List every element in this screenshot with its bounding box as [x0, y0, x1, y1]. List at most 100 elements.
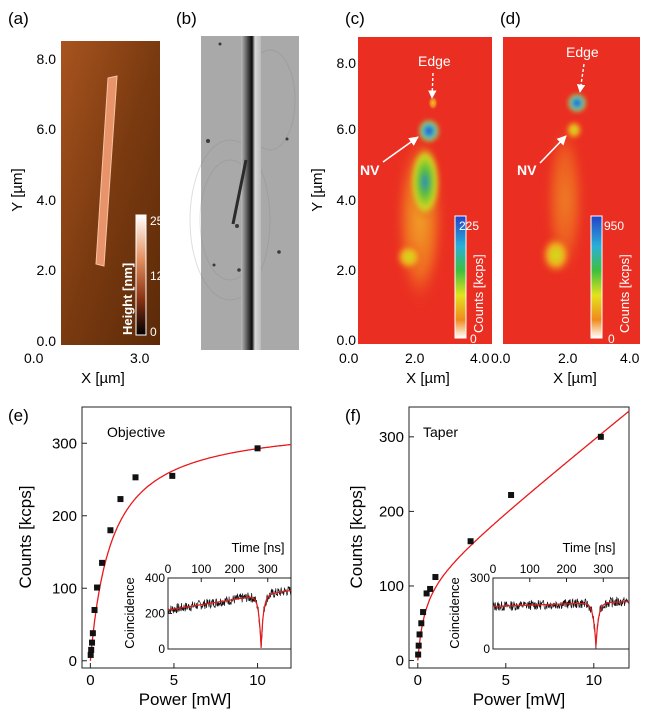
f-xtick-label: 10 — [585, 672, 602, 689]
c-ytick: 2.0 — [337, 262, 357, 278]
panel-b-label: (b) — [176, 9, 197, 28]
c-xtick: 2.0 — [405, 350, 425, 366]
e-xtick-label: 10 — [249, 672, 266, 689]
f-data-point — [423, 590, 430, 597]
e-ylabel: Counts [kcps] — [16, 486, 35, 589]
d-cb-title: Counts [kcps] — [617, 254, 632, 333]
pl-map-d-features — [540, 93, 587, 280]
e-xtick-label: 0 — [86, 672, 94, 689]
pl-map-c-features — [395, 96, 445, 310]
c-cb-tick-max: 225 — [459, 219, 479, 233]
afm-cb-tick-125: 125 — [150, 269, 170, 283]
e-data-point — [88, 646, 95, 653]
d-cb-tick-min: 0 — [608, 332, 615, 346]
afm-cb-title: Height [nm] — [120, 263, 135, 335]
panel-c: (c) 225 0 Counts [kcps] Edge NV 8.0 6.0 … — [309, 9, 492, 387]
panel-c-label: (c) — [345, 9, 365, 28]
f-ytick-label: 200 — [379, 503, 404, 520]
afm-cb-tick-0: 0 — [150, 325, 157, 339]
e-inset-plot: 0 100 200 300 0 200 400 — [145, 562, 292, 656]
f-data-point — [508, 491, 515, 498]
f-fit-line — [417, 410, 630, 661]
c-edge-label: Edge — [418, 53, 451, 69]
e-data-point — [89, 630, 96, 637]
e-inset-ytick-label: 0 — [158, 642, 165, 656]
panel-a-label: (a) — [8, 9, 29, 28]
panel-f-label: (f) — [345, 406, 361, 425]
f-inset-fit — [493, 601, 629, 647]
a-ytick: 2.0 — [37, 262, 57, 278]
f-data-point — [415, 642, 422, 649]
e-ytick-label: 100 — [52, 580, 77, 597]
d-nv-arrow — [539, 135, 567, 164]
c-ytick: 4.0 — [337, 192, 357, 208]
c-xtick: 0.0 — [339, 350, 359, 366]
d-cb-tick-max: 950 — [604, 219, 624, 233]
c-nv-arrow — [382, 136, 419, 163]
a-xtick: 3.0 — [130, 350, 150, 366]
e-data-point — [99, 559, 106, 566]
f-plot-frame — [408, 406, 630, 669]
e-xlabel: Power [mW] — [139, 690, 232, 709]
f-xlabel: Power [mW] — [473, 690, 566, 709]
a-xtick: 0.0 — [24, 350, 44, 366]
f-data-point — [416, 631, 423, 638]
d-xlabel: X [µm] — [553, 370, 597, 387]
e-ytick-label: 0 — [69, 653, 77, 670]
d-xtick: 0.0 — [491, 350, 511, 366]
e-inset-ytick-label: 400 — [145, 571, 165, 585]
afm-nanowire — [95, 75, 118, 267]
c-ylabel: Y [µm] — [309, 168, 326, 211]
f-ytick-label: 0 — [396, 653, 404, 670]
optical-fiber — [241, 36, 261, 350]
e-ytick-label: 300 — [52, 435, 77, 452]
e-inset-xlabel: Time [ns] — [232, 540, 285, 555]
c-nv-label: NV — [360, 162, 380, 178]
e-data-point — [91, 607, 98, 613]
panel-e-label: (e) — [8, 406, 29, 425]
e-plot-frame — [81, 406, 292, 669]
panel-c-yticks: 8.0 6.0 4.0 2.0 0.0 — [337, 55, 357, 348]
afm-colorbar: 250 125 0 Height [nm] — [120, 214, 170, 339]
e-data-point — [254, 445, 261, 452]
panel-d-label: (d) — [500, 9, 521, 28]
e-data-point — [87, 651, 94, 658]
e-inset-data — [167, 586, 292, 648]
pl-map-c-colorbar: 225 0 Counts [kcps] — [454, 215, 486, 346]
e-inset-fit — [167, 589, 292, 648]
f-inset-data — [492, 596, 630, 649]
c-ytick: 6.0 — [337, 121, 357, 137]
c-xlabel: X [µm] — [406, 370, 450, 387]
a-xlabel: X [µm] — [81, 370, 125, 387]
e-data-point — [132, 474, 139, 481]
f-xtick-label: 0 — [414, 672, 422, 689]
e-inset-xtick-label: 100 — [191, 562, 211, 576]
e-inset-xtick-label: 0 — [165, 562, 172, 576]
e-xtick-label: 5 — [170, 672, 178, 689]
f-data-point — [415, 651, 422, 658]
a-ytick: 4.0 — [37, 192, 57, 208]
d-xtick: 2.0 — [558, 350, 578, 366]
f-inset-ylabel: Coincidence — [447, 577, 462, 649]
panel-b: (b) — [176, 9, 299, 350]
e-inset-xtick-label: 300 — [258, 562, 278, 576]
e-data-point — [94, 584, 101, 591]
e-data-point — [89, 639, 96, 646]
e-inset-frame — [167, 577, 292, 650]
f-ylabel: Counts [kcps] — [347, 486, 366, 589]
f-inset-ytick-label: 300 — [470, 571, 490, 585]
f-inset-ytick-label: 0 — [483, 642, 490, 656]
e-annotation: Objective — [107, 424, 166, 440]
e-inset-ytick-label: 200 — [145, 607, 165, 621]
f-data-point — [427, 585, 434, 592]
f-inset-xtick-label: 0 — [490, 562, 497, 576]
a-ylabel: Y [µm] — [9, 168, 26, 211]
e-inset-xtick-label: 200 — [224, 562, 244, 576]
optical-nanowire — [231, 159, 248, 225]
c-cb-title: Counts [kcps] — [471, 254, 486, 333]
f-inset-xtick-label: 100 — [520, 562, 540, 576]
f-annotation: Taper — [423, 424, 458, 440]
a-ytick: 0.0 — [37, 333, 57, 349]
